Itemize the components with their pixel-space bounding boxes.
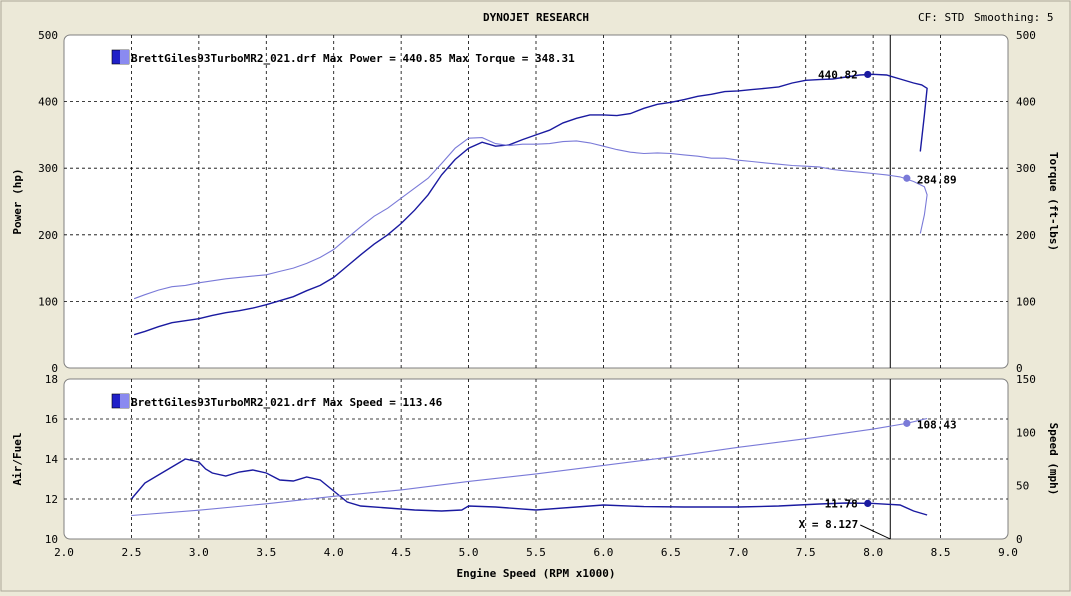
x-tick-label: 5.5 xyxy=(526,546,546,559)
left-y-tick-label: 100 xyxy=(38,295,58,308)
left-y-tick-label: 10 xyxy=(45,533,58,546)
x-axis-label: Engine Speed (RPM x1000) xyxy=(457,567,616,580)
chart-header-title: DYNOJET RESEARCH xyxy=(483,11,589,24)
light-series-line xyxy=(131,417,928,517)
x-tick-label: 3.0 xyxy=(189,546,209,559)
x-tick-label: 8.5 xyxy=(931,546,951,559)
x-tick-label: 8.0 xyxy=(863,546,883,559)
series-marker xyxy=(864,70,872,79)
right-y-tick-label: 400 xyxy=(1016,96,1036,109)
x-tick-label: 2.0 xyxy=(54,546,74,559)
series-marker-label: 108.43 xyxy=(917,418,957,431)
series-marker xyxy=(903,174,911,182)
x-tick-label: 6.5 xyxy=(661,546,681,559)
x-axis: 2.0 2.5 3.0 3.5 4.0 4.5 5.0 5.5 6.0 6.5 7.0 7.5 8.0 8… xyxy=(54,546,1018,559)
power-torque-panel: 0 100 200 300 400 500 0 100 200 300 400 500 Power (h… xyxy=(11,29,1060,375)
x-tick-label: 2.5 xyxy=(121,546,141,559)
left-y-tick-label: 500 xyxy=(38,29,58,42)
x-tick-label: 3.5 xyxy=(256,546,276,559)
cf-label: CF: STD xyxy=(918,11,964,24)
legend-swatch-highlight xyxy=(120,50,129,64)
x-tick-label: 9.0 xyxy=(998,546,1018,559)
right-y-axis-label: Speed (mph) xyxy=(1047,423,1060,496)
x-tick-label: 6.0 xyxy=(593,546,613,559)
series-marker-label: 440.82 xyxy=(818,68,858,81)
legend-swatch-highlight xyxy=(120,394,129,408)
right-y-tick-label: 100 xyxy=(1016,426,1036,439)
right-y-tick-label: 300 xyxy=(1016,162,1036,175)
right-y-axis-label: Torque (ft-lbs) xyxy=(1047,152,1060,251)
right-y-tick-label: 0 xyxy=(1016,533,1023,546)
x-tick-label: 7.0 xyxy=(728,546,748,559)
left-y-tick-label: 18 xyxy=(45,373,58,386)
left-y-tick-label: 200 xyxy=(38,229,58,242)
left-y-tick-label: 400 xyxy=(38,96,58,109)
series-marker-label: 11.78 xyxy=(825,497,858,510)
right-y-tick-label: 500 xyxy=(1016,29,1036,42)
left-y-tick-label: 16 xyxy=(45,413,58,426)
legend-label: BrettGiles93TurboMR2_021.drf Max Speed =… xyxy=(131,396,443,409)
left-y-axis-label: Air/Fuel xyxy=(11,433,24,486)
right-y-tick-label: 50 xyxy=(1016,480,1029,493)
series-marker-label: 284.89 xyxy=(917,173,957,186)
left-y-tick-label: 0 xyxy=(51,362,58,375)
airfuel-speed-panel: 10 12 14 16 18 0 50 100 150 Air/Fuel Speed (mph) Br… xyxy=(11,373,1060,546)
left-y-tick-label: 12 xyxy=(45,493,58,506)
dark-series-line xyxy=(130,458,928,516)
legend-label: BrettGiles93TurboMR2_021.drf Max Power =… xyxy=(131,52,575,65)
smoothing-label: Smoothing: 5 xyxy=(974,11,1053,24)
series-marker xyxy=(903,419,911,427)
x-tick-label: 7.5 xyxy=(796,546,816,559)
series-marker xyxy=(864,499,872,507)
right-y-tick-label: 150 xyxy=(1016,373,1036,386)
right-y-tick-label: 0 xyxy=(1016,362,1023,375)
light-series-line xyxy=(133,137,928,300)
left-y-axis-label: Power (hp) xyxy=(11,168,24,234)
x-tick-label: 4.5 xyxy=(391,546,411,559)
right-y-tick-label: 200 xyxy=(1016,229,1036,242)
right-y-tick-label: 100 xyxy=(1016,295,1036,308)
cursor-pointer-line xyxy=(860,524,891,540)
cursor-readout-label: X = 8.127 xyxy=(799,518,859,531)
left-y-tick-label: 14 xyxy=(45,453,59,466)
left-y-tick-label: 300 xyxy=(38,162,58,175)
x-tick-label: 4.0 xyxy=(324,546,344,559)
x-tick-label: 5.0 xyxy=(459,546,479,559)
dark-series-line xyxy=(133,73,928,336)
